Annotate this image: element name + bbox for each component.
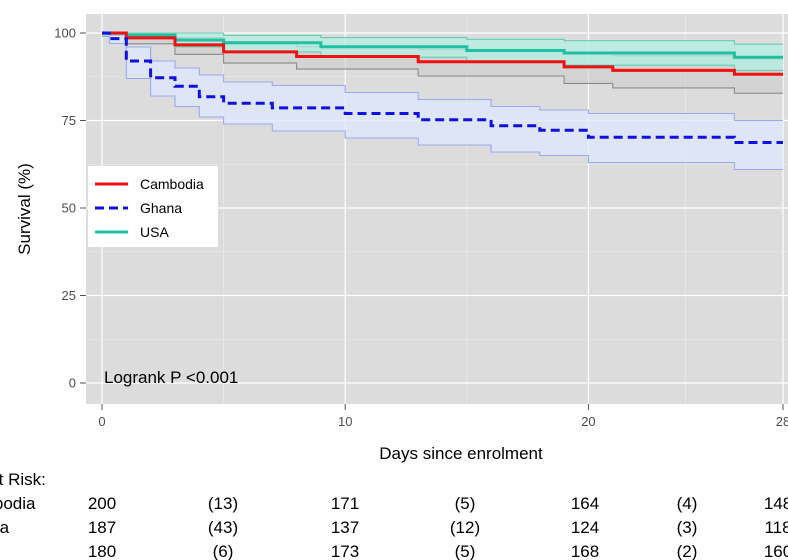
risk-cell: 160 (764, 542, 788, 560)
risk-cell: 180 (88, 542, 116, 560)
risk-cell: 148 (764, 494, 788, 513)
risk-cell: 164 (571, 494, 599, 513)
y-axis-title: Survival (%) (15, 163, 34, 255)
risk-cell: (13) (208, 494, 238, 513)
risk-cell: 187 (88, 518, 116, 537)
y-tick-label: 0 (69, 376, 76, 391)
x-axis-title: Days since enrolment (379, 444, 543, 463)
x-tick-label: 28 (776, 414, 788, 429)
y-tick-label: 100 (54, 26, 76, 41)
risk-cell: (5) (455, 494, 476, 513)
ghana-lower-bound (102, 35, 783, 171)
risk-table: No. at Risk: Cambodia 200 (13) 171 (5) 164 (4)… (0, 470, 788, 560)
x-tick-label: 10 (338, 414, 352, 429)
risk-table-heading: No. at Risk: (0, 470, 46, 489)
risk-cell: 200 (88, 494, 116, 513)
cambodia-lower-bound (102, 34, 783, 94)
usa-survival-line (102, 31, 783, 59)
risk-cell: 173 (331, 542, 359, 560)
risk-cell: (6) (213, 542, 234, 560)
cambodia-survival-line (102, 31, 783, 76)
risk-row-label: Ghana (0, 518, 10, 537)
y-tick-label: 75 (62, 113, 76, 128)
risk-cell: (4) (677, 494, 698, 513)
logrank-annotation: Logrank P <0.001 (104, 368, 238, 387)
risk-cell: (12) (450, 518, 480, 537)
y-tick-label: 50 (62, 201, 76, 216)
legend-label-usa: USA (140, 224, 169, 240)
usa-upper-bound (102, 32, 783, 45)
survival-curves (102, 31, 783, 144)
x-tick-label: 20 (581, 414, 595, 429)
risk-row-label: Cambodia (0, 494, 36, 513)
legend: Cambodia Ghana USA (88, 166, 218, 247)
risk-cell: (3) (677, 518, 698, 537)
risk-cell: 171 (331, 494, 359, 513)
risk-cell: 124 (571, 518, 599, 537)
risk-cell: 137 (331, 518, 359, 537)
risk-cell: (2) (677, 542, 698, 560)
risk-cell: (5) (455, 542, 476, 560)
y-tick-label: 25 (62, 288, 76, 303)
axes: 0 25 50 75 100 0 10 20 28 (54, 26, 788, 430)
legend-label-cambodia: Cambodia (140, 176, 204, 192)
risk-cell: 168 (571, 542, 599, 560)
ghana-confidence-band (102, 33, 783, 170)
x-tick-label: 0 (98, 414, 105, 429)
ghana-survival-line (102, 31, 783, 144)
legend-label-ghana: Ghana (140, 200, 182, 216)
risk-cell: (43) (208, 518, 238, 537)
ghana-upper-bound (102, 32, 783, 122)
risk-cell: 118 (764, 518, 788, 537)
